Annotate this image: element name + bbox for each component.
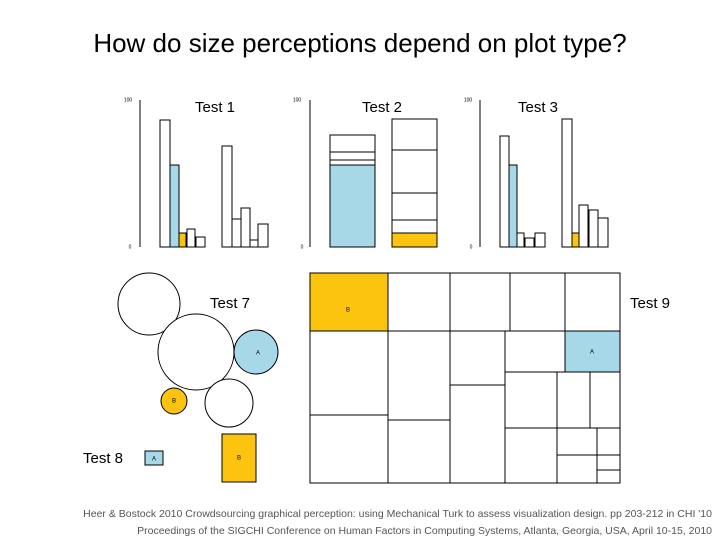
cell [309, 330, 389, 416]
bar [516, 232, 525, 248]
axis-label: 0 [470, 244, 473, 250]
square [221, 433, 257, 483]
segment [391, 232, 438, 248]
bubble [160, 387, 188, 415]
bar [240, 207, 251, 248]
bar [588, 209, 599, 248]
segment [329, 159, 376, 166]
citation: Proceedings of the SIGCHI Conference on … [137, 525, 712, 537]
bar [571, 232, 580, 248]
test-3: 100 0 Test 3 [464, 97, 609, 250]
bar [597, 217, 609, 248]
test-2: 100 0 Test 2 [293, 97, 438, 250]
cell [387, 272, 451, 332]
bar [231, 218, 242, 248]
cell [387, 419, 451, 484]
cell [589, 371, 621, 429]
mark-label: A [256, 351, 260, 357]
segment [329, 151, 376, 161]
bar [178, 232, 187, 248]
bar [159, 119, 171, 248]
panel-label: Test 8 [83, 450, 123, 467]
panel-label: Test 1 [195, 99, 235, 116]
segment [391, 149, 438, 194]
panel-label: Test 3 [518, 99, 558, 116]
square [144, 450, 164, 466]
bar [561, 118, 573, 248]
bubble [233, 329, 279, 375]
mark-label: B [346, 308, 350, 314]
test-1: 100 0 Test 1 [124, 97, 269, 250]
title: How do size perceptions depend on plot t… [93, 28, 626, 58]
cell [556, 454, 598, 484]
bar [534, 232, 546, 248]
bar [249, 239, 259, 248]
test-7: A B Test 7 [117, 272, 279, 428]
cell [309, 414, 389, 484]
cell [596, 454, 621, 471]
axis-label: 100 [293, 97, 302, 103]
bar [524, 237, 535, 248]
cell [564, 330, 621, 373]
cell [449, 272, 511, 332]
axis-label: 0 [129, 244, 132, 250]
segment [391, 118, 438, 151]
bar [195, 236, 206, 248]
segment [329, 134, 376, 153]
bar [578, 204, 589, 248]
cell [504, 330, 566, 373]
citation: Heer & Bostock 2010 Crowdsourcing graphi… [83, 508, 712, 520]
cell [556, 427, 598, 456]
axis-label: 0 [301, 244, 304, 250]
bar [508, 164, 518, 248]
bubble [204, 378, 254, 428]
panel-label: Test 9 [630, 295, 670, 312]
cell [596, 427, 621, 456]
cell [309, 272, 389, 332]
bubble [157, 313, 235, 391]
bar [499, 135, 510, 248]
segment [391, 192, 438, 221]
bar [221, 145, 233, 248]
mark-label: B [172, 399, 176, 405]
panel-label: Test 7 [210, 295, 250, 312]
test-9: B A Test 9 [309, 272, 670, 484]
bar [186, 228, 196, 248]
cell [596, 469, 621, 484]
cell [449, 330, 506, 386]
cell [387, 330, 451, 421]
cell [509, 272, 566, 332]
cell [556, 371, 591, 429]
segment [391, 219, 438, 234]
panel-label: Test 2 [362, 99, 402, 116]
cell [504, 371, 558, 429]
cell [564, 272, 621, 332]
mark-label: A [590, 350, 594, 356]
bar [169, 164, 180, 248]
axis-label: 100 [124, 97, 133, 103]
mark-label: B [237, 456, 241, 462]
cell [504, 427, 558, 484]
axis-label: 100 [464, 97, 473, 103]
mark-label: A [152, 457, 156, 463]
bar [257, 223, 269, 248]
cell [449, 384, 506, 484]
segment [329, 164, 376, 248]
test-8: Test 8 A B [83, 433, 257, 483]
bubble [117, 272, 181, 336]
